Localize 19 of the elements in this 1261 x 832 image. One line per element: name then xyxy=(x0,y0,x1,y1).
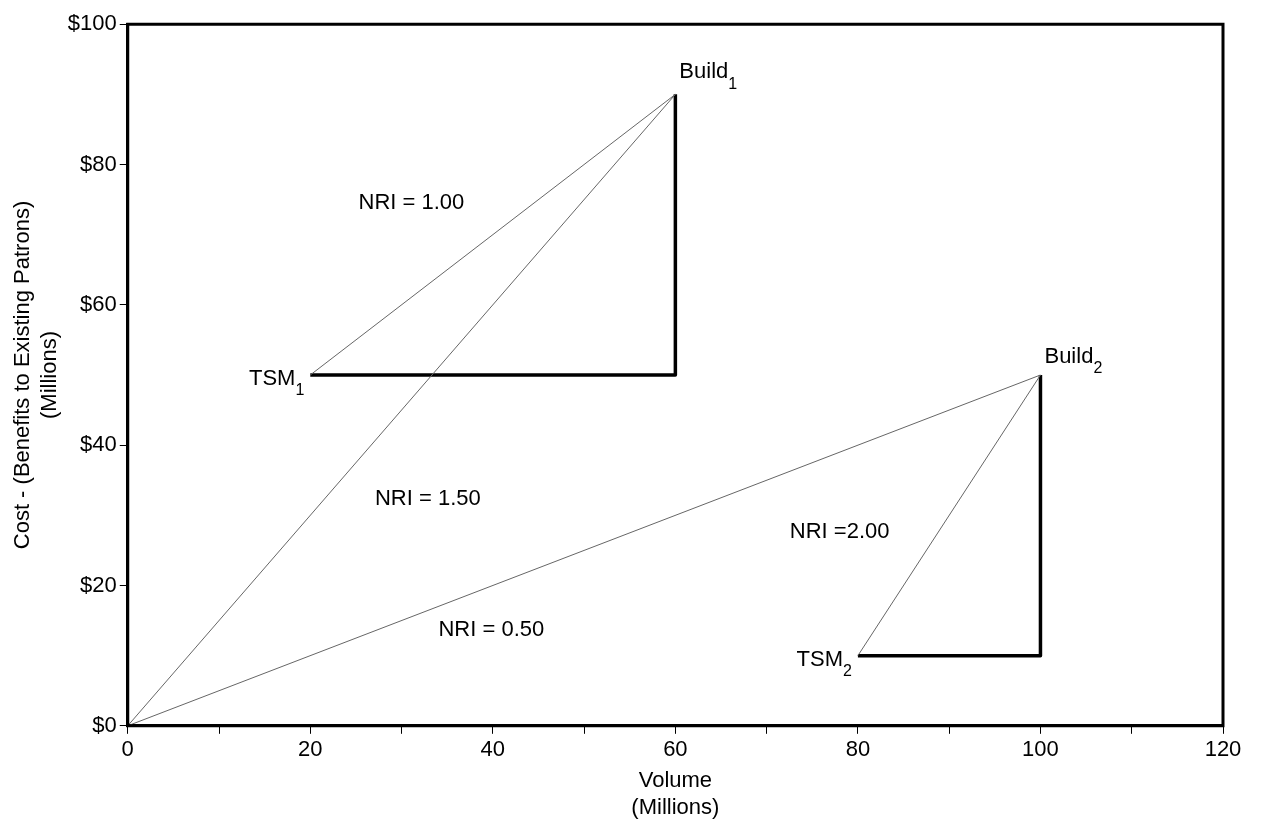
x-tick-label: 20 xyxy=(298,736,323,762)
annotation: NRI = 1.00 xyxy=(358,189,465,215)
y-tick-label: $80 xyxy=(80,150,117,176)
x-tick-label: 120 xyxy=(1204,736,1242,762)
annotation: NRI =2.00 xyxy=(789,517,890,543)
y-tick-label: $40 xyxy=(80,431,117,457)
x-tick-label: 100 xyxy=(1022,736,1059,762)
annotation: NRI = 1.50 xyxy=(374,485,481,511)
y-tick-label: $20 xyxy=(80,571,117,597)
x-tick-label: 80 xyxy=(845,736,871,762)
y-tick-label: $60 xyxy=(80,290,117,316)
y-tick-label: $0 xyxy=(92,711,117,737)
annotation: NRI = 0.50 xyxy=(438,616,545,642)
y-tick-label: $100 xyxy=(67,10,117,36)
x-axis-title: Volume (Millions) xyxy=(631,767,720,819)
x-tick-label: 40 xyxy=(480,736,506,762)
x-tick-label: 0 xyxy=(121,736,134,762)
x-tick-label: 60 xyxy=(663,736,688,762)
y-axis-title: Cost - (Benefits to Existing Patrons) (Millions) xyxy=(9,200,61,550)
